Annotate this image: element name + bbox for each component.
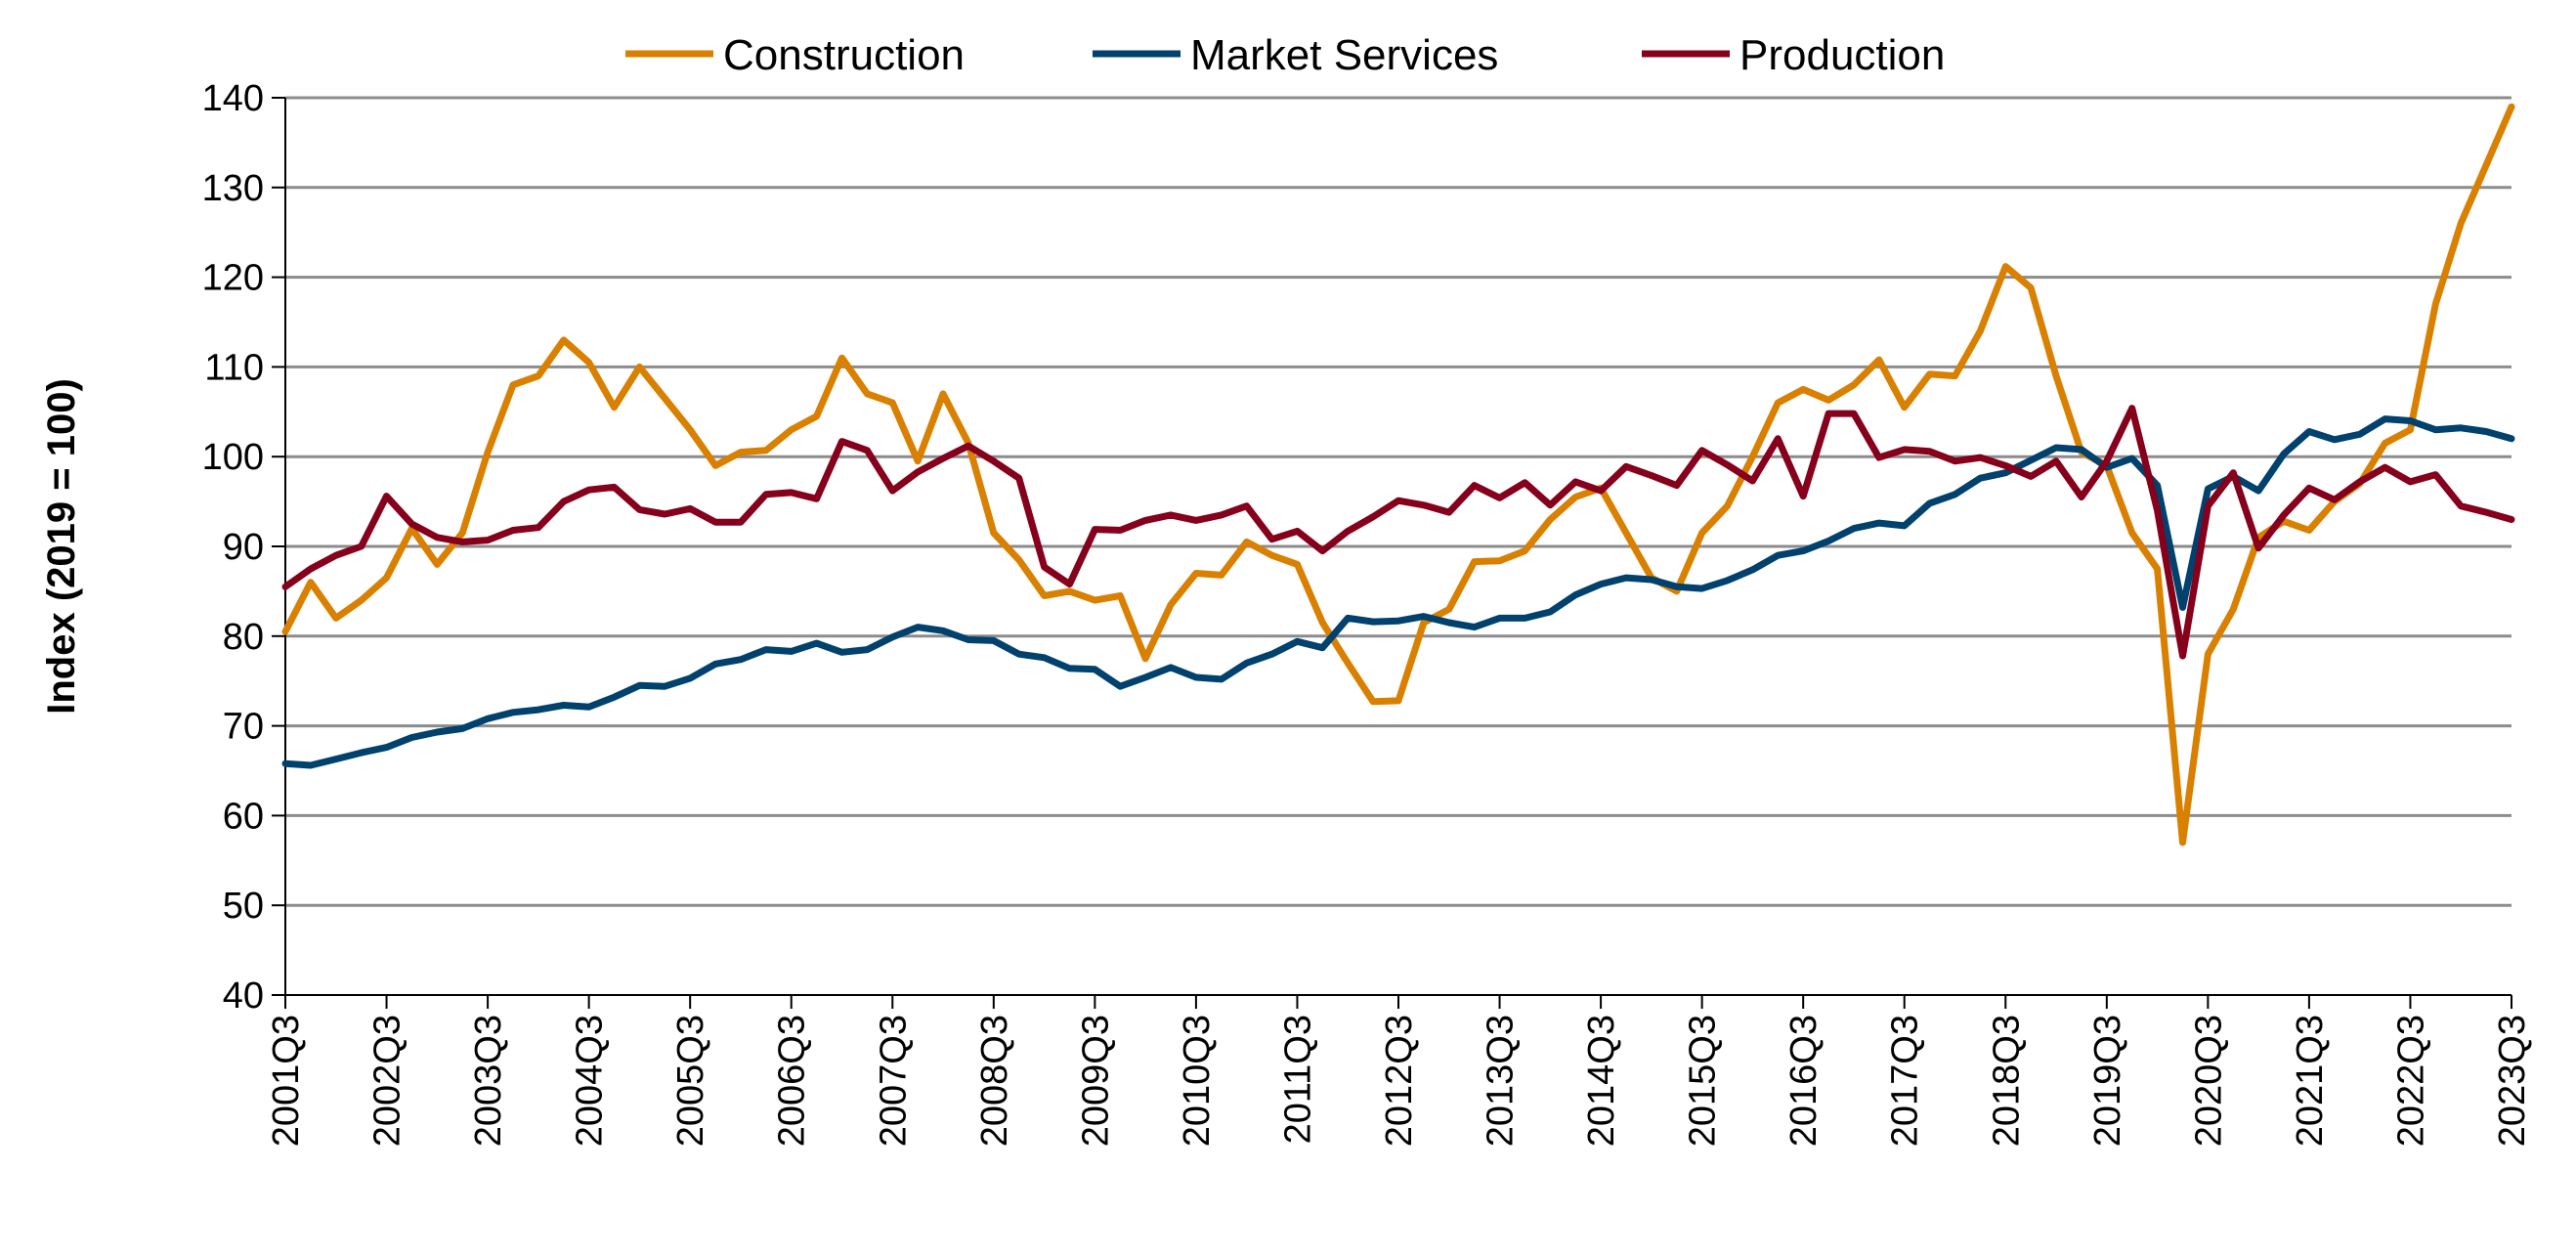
y-tick-label: 50 [223,886,264,927]
y-tick-label: 40 [223,975,264,1017]
x-tick-label: 2020Q3 [2188,1015,2229,1147]
legend-label: Production [1739,31,1945,79]
x-tick-label: 2013Q3 [1481,1015,1522,1147]
x-tick-label: 2016Q3 [1783,1015,1825,1147]
y-tick-label: 90 [223,527,264,568]
y-tick-label: 120 [202,258,264,299]
gridlines [285,96,2512,907]
legend-label: Construction [723,31,965,79]
x-tick-label: 2015Q3 [1683,1015,1724,1147]
y-axis-title: Index (2019 = 100) [40,378,83,715]
x-tick-label: 2004Q3 [570,1015,611,1147]
legend-item: Construction [625,31,965,79]
x-tick-label: 2022Q3 [2390,1015,2431,1147]
x-tick-label: 2018Q3 [1986,1015,2027,1147]
legend-item: Production [1642,31,1945,79]
x-tick-label: 2002Q3 [367,1015,408,1147]
legend: Construction Market Services Production [625,31,1945,79]
x-tick-label: 2010Q3 [1177,1015,1218,1147]
y-tick-label: 80 [223,617,264,658]
y-tick-label: 60 [223,796,264,837]
x-tick-label: 2012Q3 [1379,1015,1420,1147]
x-tick-label: 2005Q3 [670,1015,711,1147]
y-tick-label: 140 [202,78,264,119]
series-line-production [281,405,2515,660]
x-tick-label: 2008Q3 [974,1015,1015,1147]
y-tick-label: 70 [223,707,264,748]
x-tick-label: 2009Q3 [1075,1015,1116,1147]
y-tick-label: 130 [202,168,264,209]
x-tick-label: 2014Q3 [1581,1015,1622,1147]
series-lines [281,103,2515,846]
x-tick-label: 2017Q3 [1885,1015,1926,1147]
x-tick-label: 2001Q3 [266,1015,307,1147]
legend-label: Market Services [1190,31,1498,79]
x-tick-label: 2011Q3 [1277,1015,1318,1144]
series-line-construction [281,103,2515,846]
y-tick-label: 110 [204,347,264,388]
y-tick-label: 100 [202,437,264,478]
x-tick-label: 2023Q3 [2492,1015,2533,1147]
series-line-market-services [281,415,2515,769]
x-tick-label: 2003Q3 [468,1015,509,1147]
x-tick-label: 2021Q3 [2290,1015,2331,1147]
x-tick-label: 2007Q3 [873,1015,914,1147]
x-tick-label: 2006Q3 [772,1015,813,1147]
axes: 40 50 60 70 80 90 100 110 120 130 140 2001Q3 2002Q3 2… [202,78,2533,1147]
x-tick-label: 2019Q3 [2087,1015,2128,1147]
legend-item: Market Services [1093,31,1498,79]
